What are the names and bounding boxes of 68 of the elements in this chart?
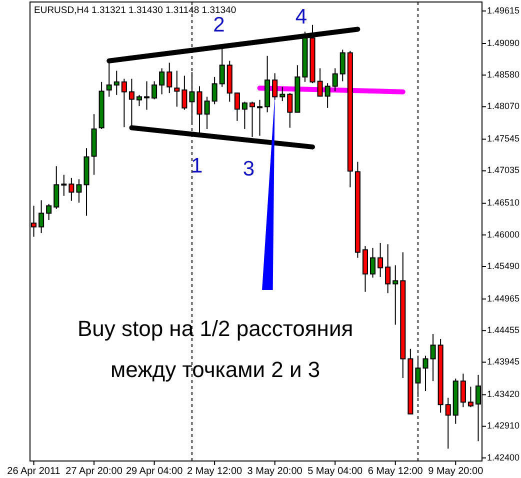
x-tick-label: 9 May 20:00 <box>428 466 484 477</box>
candlestick <box>378 242 384 278</box>
candlestick <box>204 96 210 130</box>
candlestick <box>415 355 421 398</box>
y-tick-label: 1.44965 <box>487 293 520 304</box>
y-tick-label: 1.48580 <box>487 69 520 80</box>
candlestick <box>392 264 398 326</box>
annotation: 1 <box>190 154 203 178</box>
candlestick <box>422 355 428 392</box>
candlestick <box>468 386 474 408</box>
candlestick <box>385 244 391 294</box>
y-tick-label: 1.43945 <box>487 356 520 367</box>
candlestick <box>46 203 52 221</box>
candlestick <box>182 75 188 110</box>
candlestick <box>430 334 436 382</box>
candlestick <box>121 78 127 128</box>
candlestick <box>38 200 44 234</box>
y-tick-label: 1.44455 <box>487 324 520 335</box>
candlestick <box>189 71 195 125</box>
y-tick-label: 1.42400 <box>487 452 520 462</box>
candlestick <box>340 49 346 82</box>
y-tick-label: 1.46510 <box>487 198 520 208</box>
candlestick <box>272 72 278 100</box>
x-tick-label: 3 May 20:00 <box>247 466 303 477</box>
annotation: Buy stop на 1/2 расстояния <box>77 316 354 341</box>
y-tick-label: 1.48070 <box>487 101 520 112</box>
x-tick-label: 5 May 04:00 <box>308 466 364 477</box>
y-tick-label: 1.45490 <box>487 260 520 271</box>
candlestick <box>144 80 150 110</box>
candlestick <box>242 101 248 130</box>
y-tick-label: 1.47545 <box>487 134 520 144</box>
candlestick <box>54 166 60 210</box>
candlestick <box>257 99 263 136</box>
candlestick <box>234 92 240 122</box>
candlestick <box>152 80 158 100</box>
candlestick <box>166 62 172 94</box>
candlestick <box>114 70 120 96</box>
annotation: 3 <box>242 158 255 181</box>
candlestick <box>324 82 330 108</box>
candlestick <box>212 76 218 105</box>
candlestick <box>61 174 67 196</box>
y-tick-label: 1.49615 <box>487 5 520 16</box>
candlestick <box>280 86 286 102</box>
candlestick <box>460 373 466 408</box>
x-tick-label: 29 Apr 04:00 <box>126 466 184 477</box>
y-tick-label: 1.46000 <box>487 229 520 240</box>
x-tick-label: 26 Apr 2011 <box>7 466 61 477</box>
chart-title: EURUSD,H4 1.31321 1.31430 1.31148 1.31340 <box>34 5 236 16</box>
x-tick-label: 2 May 12:00 <box>187 466 243 477</box>
annotation: 2 <box>213 14 225 37</box>
y-tick-label: 1.47035 <box>487 165 520 176</box>
annotation: 4 <box>295 6 308 29</box>
candlestick <box>174 70 180 108</box>
candlestick <box>317 68 323 97</box>
candlestick <box>332 68 338 92</box>
candlestick <box>370 247 376 278</box>
x-tick-label: 27 Apr 20:00 <box>66 466 123 477</box>
candlestick <box>76 178 82 204</box>
y-tick-label: 1.42910 <box>487 420 520 431</box>
candlestick <box>287 92 293 128</box>
candlestick <box>445 397 451 450</box>
y-tick-label: 1.43420 <box>487 389 520 400</box>
annotation: между точками 2 и 3 <box>110 356 320 382</box>
candlestick <box>136 94 142 107</box>
x-tick-label: 6 May 12:00 <box>368 466 424 477</box>
candlestick <box>68 177 74 202</box>
candlestick <box>159 68 165 95</box>
y-tick-label: 1.49090 <box>487 38 520 48</box>
